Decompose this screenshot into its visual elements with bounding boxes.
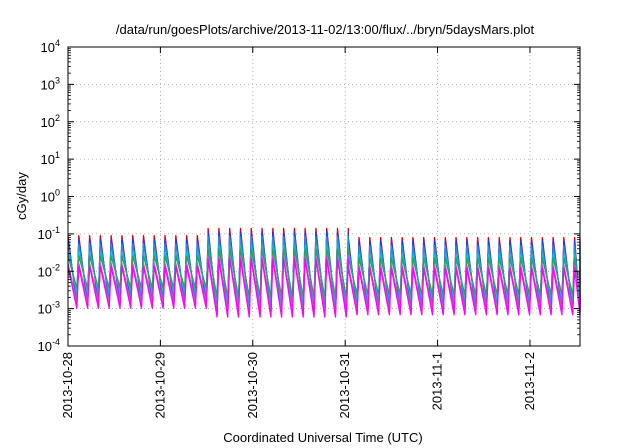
y-tick-label: 10-3 bbox=[38, 300, 60, 317]
x-tick-label: 2013-11-2 bbox=[522, 352, 537, 410]
x-tick-label: 2013-11-1 bbox=[430, 352, 445, 410]
x-tick-label: 2013-10-31 bbox=[337, 352, 352, 419]
x-tick-label: 2013-10-30 bbox=[245, 352, 260, 419]
x-tick-label: 2013-10-29 bbox=[152, 352, 167, 419]
y-tick-label: 10-1 bbox=[38, 225, 60, 242]
x-axis-ticks: 2013-10-28 2013-10-29 2013-10-30 2013-10-31… bbox=[60, 47, 537, 419]
x-axis-label: Coordinated Universal Time (UTC) bbox=[223, 430, 422, 445]
y-tick-label: 104 bbox=[41, 38, 60, 55]
y-tick-label: 102 bbox=[41, 113, 60, 130]
y-tick-label: 10-2 bbox=[38, 262, 60, 279]
series-line bbox=[67, 258, 581, 318]
y-axis-label: cGy/day bbox=[14, 172, 29, 220]
y-tick-label: 10-4 bbox=[38, 337, 60, 354]
y-tick-label: 100 bbox=[41, 188, 60, 205]
series-line bbox=[67, 255, 581, 313]
y-axis-ticks: 10-4 10-3 10-2 10-1 100 101 102 103 104 bbox=[38, 38, 580, 354]
y-tick-label: 103 bbox=[41, 75, 60, 92]
chart-title: /data/run/goesPlots/archive/2013-11-02/1… bbox=[116, 22, 535, 37]
y-tick-label: 101 bbox=[41, 150, 60, 167]
series-group bbox=[67, 227, 581, 318]
x-tick-label: 2013-10-28 bbox=[60, 352, 75, 419]
